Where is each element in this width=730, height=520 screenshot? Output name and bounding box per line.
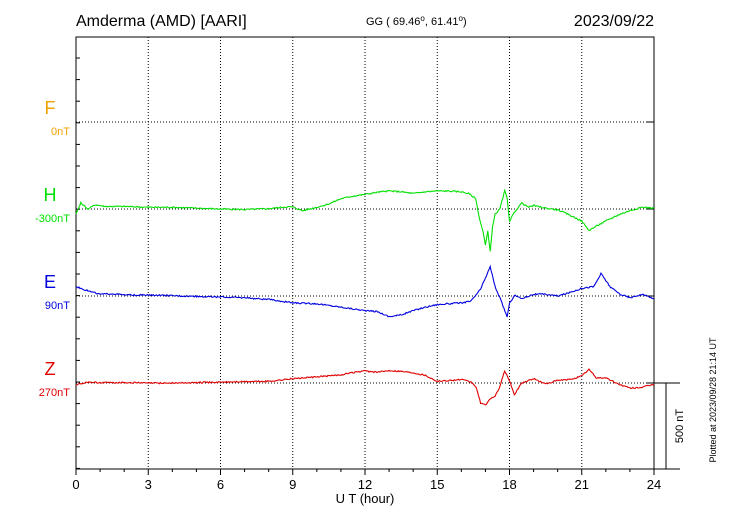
series-layer	[75, 188, 655, 406]
station-coords: GG ( 69.46o, 61.41o)	[366, 14, 467, 28]
station-title: Amderma (AMD) [AARI]	[76, 13, 247, 30]
series-name-E: E	[44, 272, 56, 292]
series-line-Z	[75, 368, 655, 406]
series-baseline-E: 90nT	[45, 300, 70, 312]
grid	[76, 37, 654, 469]
x-axis-label: U T (hour)	[336, 491, 395, 506]
scale-bar-label: 500 nT	[674, 409, 686, 444]
x-tick-label: 12	[358, 477, 372, 492]
x-tick-label: 6	[217, 477, 224, 492]
axis-ticks: 0 3 6 9 12 15 18 21 24	[72, 57, 661, 492]
x-tick-label: 15	[430, 477, 444, 492]
x-tick-label: 9	[289, 477, 296, 492]
series-name-Z: Z	[45, 359, 56, 379]
series-baseline-F: 0nT	[51, 126, 70, 138]
series-line-E	[75, 264, 654, 318]
series-line-H	[75, 188, 655, 252]
scale-bar: 500 nT	[654, 382, 686, 470]
plotted-timestamp: Plotted at 2023/09/28 21:14 UT	[708, 337, 718, 463]
x-tick-label: 18	[502, 477, 516, 492]
date-label: 2023/09/22	[574, 13, 654, 30]
x-tick-label: 21	[575, 477, 589, 492]
series-baseline-H: -300nT	[35, 213, 70, 225]
series-name-H: H	[44, 185, 57, 205]
x-tick-label: 0	[72, 477, 79, 492]
series-labels: F 0nT H -300nT E 90nT Z 270nT	[35, 98, 70, 399]
series-name-F: F	[45, 98, 56, 118]
series-baseline-Z: 270nT	[39, 387, 70, 399]
x-tick-label: 3	[145, 477, 152, 492]
x-tick-label: 24	[647, 477, 661, 492]
